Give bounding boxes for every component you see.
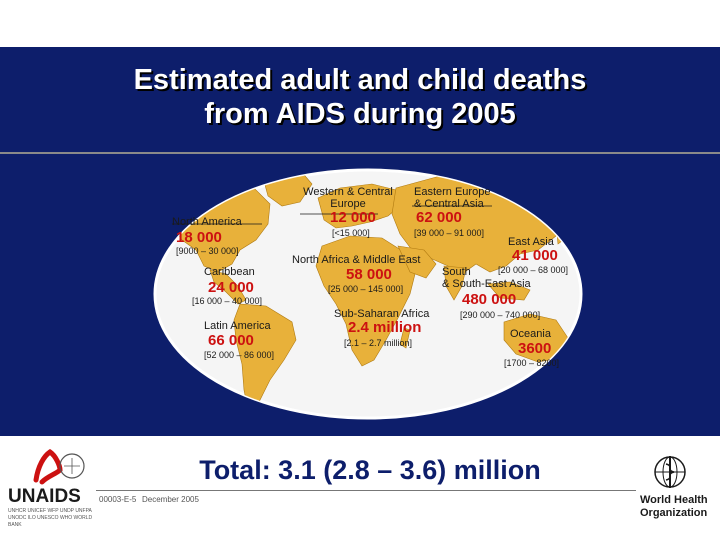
new-zealand-shape	[571, 363, 581, 383]
who-name-line-2: Organization	[640, 507, 708, 519]
who-logo: World Health Organization	[640, 452, 718, 532]
latin-america-label: Latin America	[204, 320, 271, 332]
sub-saharan-africa-range: [2.1 – 2.7 million]	[344, 338, 413, 348]
north-america-range: [9000 – 30 000]	[176, 246, 239, 256]
east-asia-label: East Asia	[508, 236, 554, 248]
central-america-shape	[209, 269, 247, 305]
africa-shape	[315, 235, 417, 367]
sub-saharan-africa-label: Sub-Saharan Africa	[334, 308, 430, 320]
western-europe-value: 12 000	[330, 209, 376, 226]
north-america-label: North America	[172, 216, 242, 228]
total-deaths: Total: 3.1 (2.8 – 3.6) million	[199, 455, 541, 485]
eastern-europe-value: 62 000	[416, 209, 462, 226]
western-europe-range: [<15 000]	[332, 228, 370, 238]
unaids-partners: UNHCR UNICEF WFP UNDP UNFPA UNODC ILO UN…	[8, 508, 93, 528]
madagascar-shape	[399, 327, 411, 349]
landmasses	[157, 170, 581, 411]
oceania-value: 3600	[518, 340, 552, 357]
who-emblem-icon	[654, 456, 686, 488]
arabia-shape	[397, 245, 437, 279]
indonesia-shape	[487, 281, 531, 301]
east-asia-value: 41 000	[512, 247, 558, 264]
who-name-line-1: World Health	[640, 494, 708, 506]
caribbean-range: [16 000 – 40 000]	[192, 296, 263, 306]
slide-date: December 2005	[142, 495, 199, 504]
western-europe-label-line-1: Western & Central	[303, 186, 393, 198]
world-map	[153, 168, 583, 420]
north-africa-range: [25 000 – 145 000]	[328, 284, 404, 294]
oceania-label: Oceania	[510, 328, 551, 340]
eastern-europe-label-line-2: & Central Asia	[414, 198, 484, 210]
south-asia-range: [290 000 – 740 000]	[460, 310, 541, 320]
leader-lines	[172, 205, 492, 225]
unaids-wordmark: UNAIDS	[8, 486, 81, 507]
unaids-ribbon-icon	[33, 448, 85, 485]
footer-divider	[96, 490, 636, 491]
who-name: World Health Organization	[640, 494, 718, 520]
europe-shape	[317, 183, 401, 229]
latin-america-value: 66 000	[208, 332, 254, 349]
title-line-2: from AIDS during 2005	[204, 98, 516, 130]
india-shape	[443, 265, 467, 301]
title-banner: Estimated adult and child deaths from AI…	[0, 47, 720, 154]
caribbean-label: Caribbean	[204, 266, 255, 278]
north-america-value: 18 000	[176, 229, 222, 246]
title-line-1: Estimated adult and child deaths	[133, 64, 587, 96]
slide-code: 00003-E-5	[99, 495, 137, 504]
eastern-europe-label-line-1: Eastern Europe	[414, 186, 491, 198]
unaids-logo: UNAIDS UNHCR UNICEF WFP UNDP UNFPA UNODC…	[8, 446, 98, 534]
east-asia-range: [20 000 – 68 000]	[498, 265, 569, 275]
north-africa-label: North Africa & Middle East	[292, 254, 421, 266]
latin-america-range: [52 000 – 86 000]	[204, 350, 275, 360]
page-title: Estimated adult and child deaths from AI…	[0, 63, 720, 131]
north-africa-value: 58 000	[346, 266, 392, 283]
caribbean-value: 24 000	[208, 279, 254, 296]
south-asia-label-line-1: South	[442, 266, 471, 278]
south-asia-label: South & South-East Asia	[442, 266, 531, 290]
western-europe-label-line-2: Europe	[330, 198, 366, 210]
sub-saharan-africa-value: 2.4 million	[348, 319, 422, 336]
western-europe-label: Western & Central Europe	[298, 186, 398, 210]
eastern-europe-label: Eastern Europe & Central Asia	[414, 186, 490, 210]
eastern-europe-range: [39 000 – 91 000]	[414, 228, 485, 238]
south-asia-value: 480 000	[462, 291, 517, 308]
map-panel: North America 18 000 [9000 – 30 000] Car…	[0, 154, 720, 436]
south-asia-label-line-2: & South-East Asia	[442, 278, 531, 290]
oceania-range: [1700 – 8200]	[504, 358, 560, 368]
